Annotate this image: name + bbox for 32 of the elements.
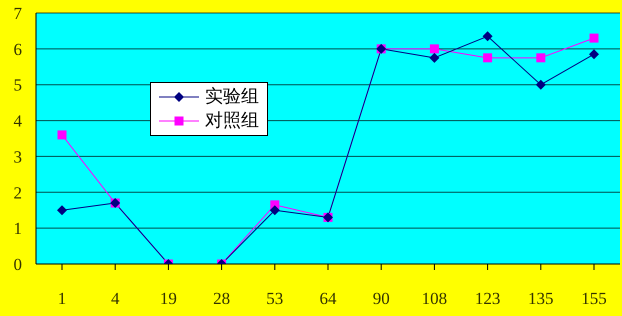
y-tick-label: 5: [14, 76, 22, 95]
y-tick-label: 0: [14, 255, 22, 274]
point: [536, 53, 546, 62]
point: [57, 205, 67, 216]
point: [482, 31, 493, 42]
point: [58, 130, 66, 140]
x-tick-label: 108: [422, 289, 448, 308]
point: [430, 44, 439, 54]
y-tick-label: 7: [14, 4, 22, 24]
x-tick-label: 28: [213, 289, 230, 308]
point: [590, 34, 598, 43]
point: [429, 52, 440, 63]
point: [483, 53, 492, 62]
y-tick-label: 4: [14, 112, 22, 131]
legend-label: 实验组: [205, 85, 259, 109]
x-tick-label: 53: [266, 289, 284, 308]
x-tick-label: 19: [160, 289, 177, 308]
y-tick-label: 2: [14, 183, 22, 202]
x-tick-label: 135: [528, 289, 554, 308]
x-tick-label: 4: [110, 289, 120, 308]
point: [536, 80, 546, 90]
x-tick-label: 64: [320, 289, 337, 308]
y-tick-label: 3: [14, 147, 22, 166]
x-tick-label: 1: [58, 289, 66, 308]
x-tick-label: 155: [581, 289, 607, 308]
point: [270, 205, 280, 216]
y-tick-label: 6: [14, 40, 22, 59]
y-tick-label: 1: [14, 219, 22, 238]
point: [589, 49, 599, 60]
legend-label: 对照组: [205, 109, 259, 133]
x-tick-label: 90: [372, 289, 390, 308]
x-tick-label: 123: [474, 289, 500, 308]
